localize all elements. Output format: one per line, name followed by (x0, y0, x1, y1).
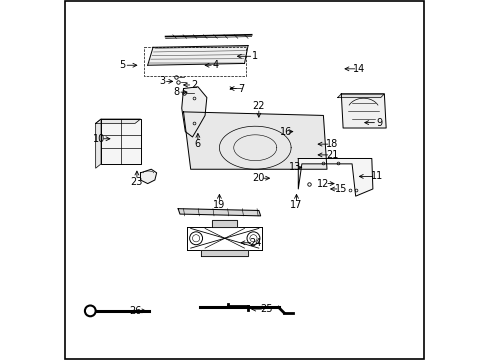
Text: 25: 25 (259, 304, 272, 314)
Polygon shape (337, 94, 384, 98)
Text: 7: 7 (237, 84, 244, 94)
Polygon shape (96, 119, 101, 168)
Text: 26: 26 (129, 306, 141, 316)
Text: 24: 24 (248, 238, 261, 248)
Text: 2: 2 (191, 80, 197, 90)
Polygon shape (298, 158, 372, 196)
Text: 13: 13 (288, 162, 300, 172)
Polygon shape (178, 209, 260, 216)
Text: 23: 23 (130, 177, 143, 187)
Text: 4: 4 (212, 60, 219, 70)
Text: 14: 14 (352, 64, 365, 74)
Text: 10: 10 (93, 134, 105, 144)
Text: 1: 1 (252, 51, 258, 61)
Text: 20: 20 (252, 173, 264, 183)
Polygon shape (183, 112, 326, 169)
Text: 22: 22 (252, 102, 264, 112)
Text: 3: 3 (159, 76, 165, 86)
Text: 11: 11 (370, 171, 383, 181)
Text: 21: 21 (325, 150, 338, 160)
Text: 15: 15 (334, 184, 347, 194)
Polygon shape (212, 220, 237, 226)
Text: 6: 6 (194, 139, 201, 149)
Text: 18: 18 (325, 139, 338, 149)
Text: 9: 9 (375, 118, 381, 128)
Polygon shape (140, 169, 156, 184)
Text: 8: 8 (173, 87, 179, 97)
Polygon shape (101, 119, 140, 164)
Text: 16: 16 (279, 127, 291, 136)
Text: 19: 19 (213, 200, 225, 210)
Text: 5: 5 (119, 60, 125, 70)
Polygon shape (341, 94, 386, 128)
Polygon shape (147, 45, 247, 65)
Polygon shape (201, 250, 247, 256)
Polygon shape (96, 119, 140, 123)
Text: 17: 17 (290, 200, 302, 210)
Text: 12: 12 (317, 179, 329, 189)
Polygon shape (182, 87, 206, 137)
